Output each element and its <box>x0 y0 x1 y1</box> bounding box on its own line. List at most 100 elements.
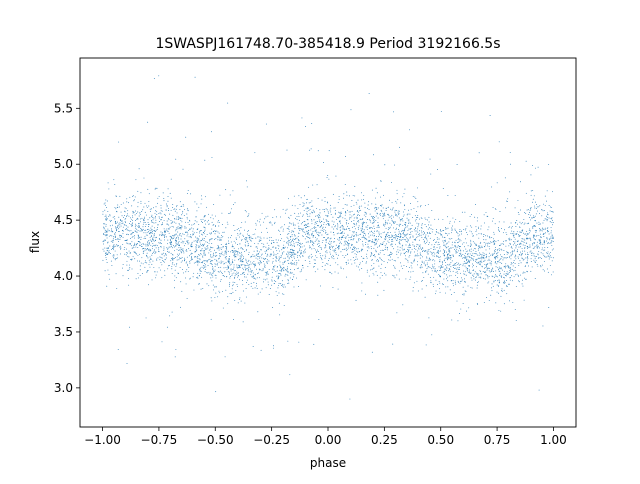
data-point <box>198 206 200 208</box>
data-point <box>308 230 310 231</box>
data-point <box>182 204 184 206</box>
data-point <box>537 245 539 247</box>
data-point <box>191 241 193 243</box>
data-point <box>339 232 341 234</box>
data-point <box>275 260 277 262</box>
data-point <box>293 252 295 254</box>
data-point <box>228 261 230 263</box>
data-point <box>179 209 181 210</box>
data-point <box>280 267 282 269</box>
data-point <box>205 266 207 268</box>
data-point <box>508 272 510 273</box>
data-point <box>291 235 293 237</box>
data-point <box>240 251 242 253</box>
data-point <box>303 210 305 211</box>
data-point <box>475 226 477 228</box>
data-point <box>524 247 526 249</box>
data-point <box>399 239 401 241</box>
data-point <box>219 247 221 249</box>
data-point <box>456 232 458 234</box>
data-point <box>200 219 202 221</box>
data-point <box>314 263 316 265</box>
data-point <box>176 248 178 250</box>
data-point <box>440 265 442 266</box>
data-point <box>456 262 458 264</box>
data-point <box>381 263 383 265</box>
data-point <box>448 248 450 250</box>
data-point <box>202 243 203 245</box>
data-point <box>244 264 246 266</box>
data-point <box>410 209 412 211</box>
data-point <box>375 197 376 199</box>
data-point <box>421 288 423 290</box>
data-point <box>181 205 183 207</box>
data-point <box>230 263 232 265</box>
data-point <box>150 244 152 246</box>
data-point <box>300 228 302 230</box>
data-point <box>151 240 153 242</box>
data-point <box>235 273 237 275</box>
data-point <box>548 258 550 260</box>
data-point <box>158 217 160 219</box>
data-point <box>506 253 508 255</box>
data-point <box>550 230 552 232</box>
data-point <box>203 216 205 218</box>
data-point <box>413 261 415 263</box>
data-point <box>249 238 251 240</box>
data-point <box>338 248 340 250</box>
data-point <box>109 253 111 254</box>
data-point <box>149 250 151 252</box>
data-point <box>197 240 198 241</box>
data-point <box>296 277 298 279</box>
data-point <box>118 141 120 143</box>
data-point <box>244 273 245 275</box>
data-point <box>287 260 289 262</box>
data-point <box>211 264 213 266</box>
data-point <box>294 239 296 240</box>
data-point <box>362 199 364 200</box>
data-point <box>421 230 422 232</box>
data-point <box>447 216 449 218</box>
data-point <box>317 240 319 242</box>
data-point <box>190 259 192 261</box>
data-point <box>421 266 423 268</box>
data-point <box>214 274 216 276</box>
data-point <box>305 251 307 253</box>
data-point <box>483 301 485 303</box>
data-point <box>449 258 451 260</box>
data-point <box>423 232 425 234</box>
data-point <box>320 255 322 257</box>
data-point <box>343 256 345 258</box>
data-point <box>265 252 266 254</box>
data-point <box>158 213 160 215</box>
data-point <box>360 209 362 211</box>
data-point <box>325 214 327 216</box>
data-point <box>460 255 462 257</box>
data-point <box>343 268 344 270</box>
data-point <box>428 224 430 226</box>
data-point <box>192 234 194 236</box>
data-point <box>498 285 500 287</box>
data-point <box>245 250 247 252</box>
data-point <box>199 283 200 285</box>
data-point <box>183 257 185 259</box>
data-point <box>288 262 289 264</box>
data-point <box>323 218 324 220</box>
data-point <box>124 207 126 209</box>
data-point <box>203 244 205 246</box>
data-point <box>324 254 326 256</box>
data-point <box>454 229 456 231</box>
data-point <box>290 244 292 246</box>
data-point <box>484 246 486 248</box>
data-point <box>337 217 339 219</box>
data-point <box>536 247 538 249</box>
data-point <box>415 220 416 222</box>
data-point <box>121 236 123 238</box>
data-point <box>289 277 291 279</box>
data-point <box>103 226 105 228</box>
data-point <box>399 223 401 225</box>
data-point <box>315 252 317 253</box>
data-point <box>426 264 428 266</box>
data-point <box>197 272 199 274</box>
data-point <box>229 264 231 266</box>
